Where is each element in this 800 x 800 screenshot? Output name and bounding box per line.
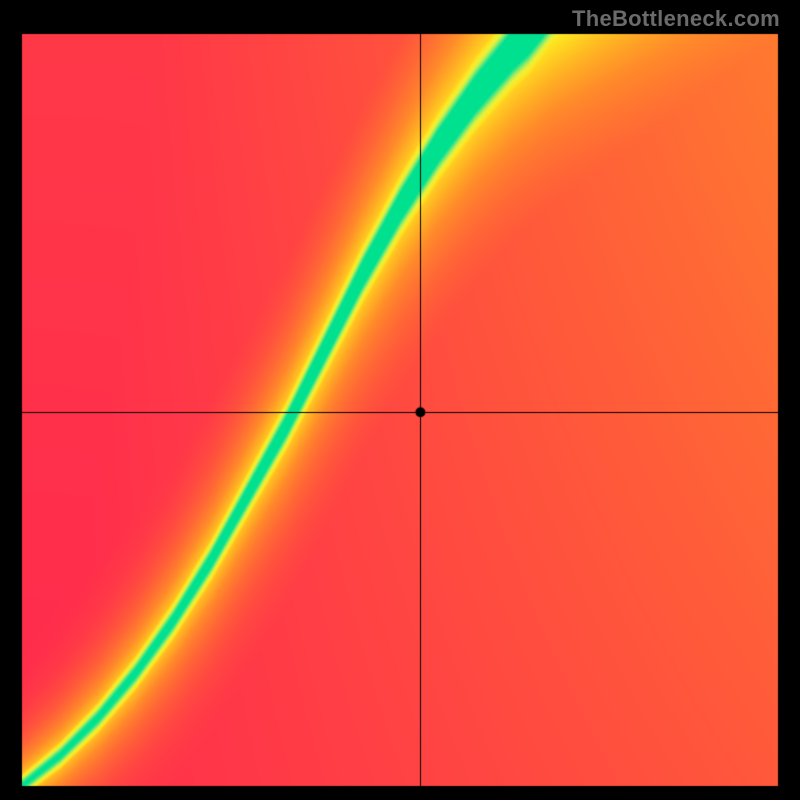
heatmap-canvas xyxy=(0,0,800,800)
watermark-text: TheBottleneck.com xyxy=(572,6,780,32)
root: { "meta": { "watermark": "TheBottleneck.… xyxy=(0,0,800,800)
